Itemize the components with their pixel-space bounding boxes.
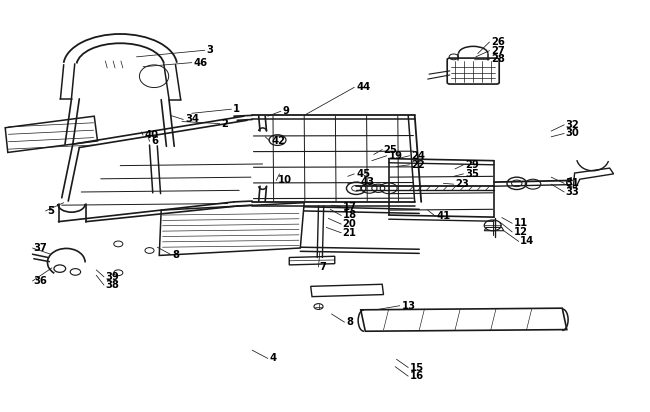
Text: 30: 30 xyxy=(566,129,579,138)
Text: 7: 7 xyxy=(320,262,327,272)
Text: 1: 1 xyxy=(233,104,240,114)
Text: 3: 3 xyxy=(207,45,214,55)
Text: 39: 39 xyxy=(105,272,119,282)
Text: 18: 18 xyxy=(343,211,357,220)
Text: 41: 41 xyxy=(437,211,451,221)
Text: 16: 16 xyxy=(410,371,424,381)
Text: 25: 25 xyxy=(384,145,397,154)
Text: 17: 17 xyxy=(343,202,357,212)
Text: 27: 27 xyxy=(491,46,505,56)
Text: 14: 14 xyxy=(520,236,534,246)
Text: 15: 15 xyxy=(410,363,424,372)
Text: 26: 26 xyxy=(491,37,505,47)
Text: 34: 34 xyxy=(185,115,200,124)
Text: 2: 2 xyxy=(221,119,228,129)
Text: 33: 33 xyxy=(566,187,579,197)
Text: 10: 10 xyxy=(278,176,292,185)
Text: 38: 38 xyxy=(105,280,119,290)
Text: 31: 31 xyxy=(566,178,580,188)
Text: 45: 45 xyxy=(356,169,370,179)
Text: 5: 5 xyxy=(47,206,54,216)
Text: 22: 22 xyxy=(411,160,425,170)
Text: 44: 44 xyxy=(356,82,370,92)
Text: 6: 6 xyxy=(151,136,159,146)
Text: 8: 8 xyxy=(346,317,354,327)
Text: 4: 4 xyxy=(270,353,277,363)
Text: 21: 21 xyxy=(343,228,357,238)
Text: 12: 12 xyxy=(514,227,528,237)
Text: 43: 43 xyxy=(361,177,375,187)
Text: 23: 23 xyxy=(455,179,469,189)
Text: 9: 9 xyxy=(283,106,290,116)
Text: 42: 42 xyxy=(272,136,286,146)
Text: 29: 29 xyxy=(465,160,479,170)
Text: 24: 24 xyxy=(411,151,426,161)
Text: 11: 11 xyxy=(514,218,528,228)
Text: 8: 8 xyxy=(172,250,179,260)
Text: 40: 40 xyxy=(144,130,159,140)
Text: 32: 32 xyxy=(566,120,579,130)
Text: 35: 35 xyxy=(465,169,479,179)
Text: 46: 46 xyxy=(194,58,208,68)
Text: 19: 19 xyxy=(389,151,403,161)
Text: 37: 37 xyxy=(34,243,47,253)
Text: 36: 36 xyxy=(34,276,47,286)
Text: 28: 28 xyxy=(491,54,505,64)
Text: 20: 20 xyxy=(343,219,356,229)
Text: 13: 13 xyxy=(402,301,416,311)
